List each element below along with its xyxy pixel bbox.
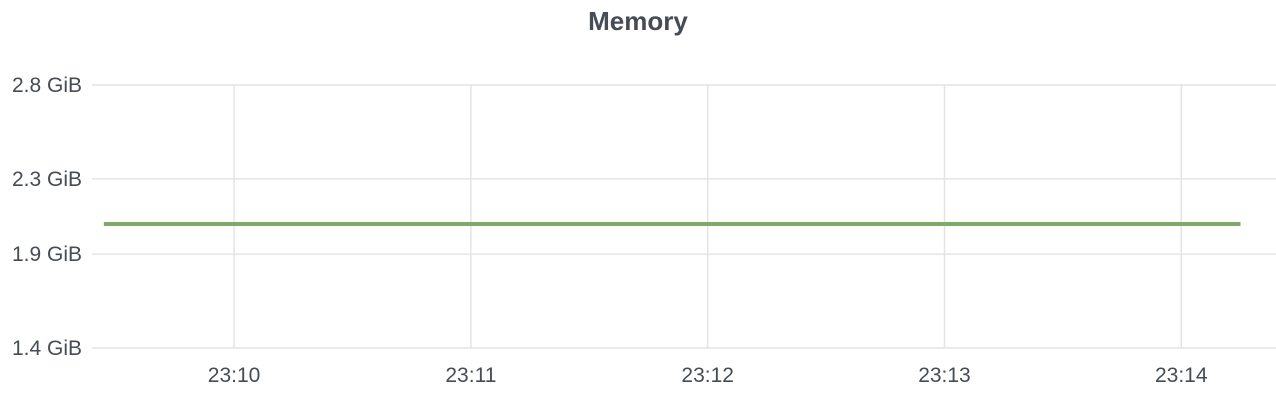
x-tick-label: 23:13 [918, 364, 971, 387]
x-tick-label: 23:12 [681, 364, 734, 387]
y-tick-label: 1.4 GiB [12, 337, 82, 360]
y-tick-label: 1.9 GiB [12, 243, 82, 266]
chart-title: Memory [588, 6, 688, 36]
y-tick-label: 2.8 GiB [12, 74, 82, 97]
x-tick-label: 23:14 [1155, 364, 1208, 387]
y-tick-label: 2.3 GiB [12, 168, 82, 191]
x-tick-label: 23:11 [445, 364, 496, 387]
x-tick-label: 23:10 [208, 364, 261, 387]
